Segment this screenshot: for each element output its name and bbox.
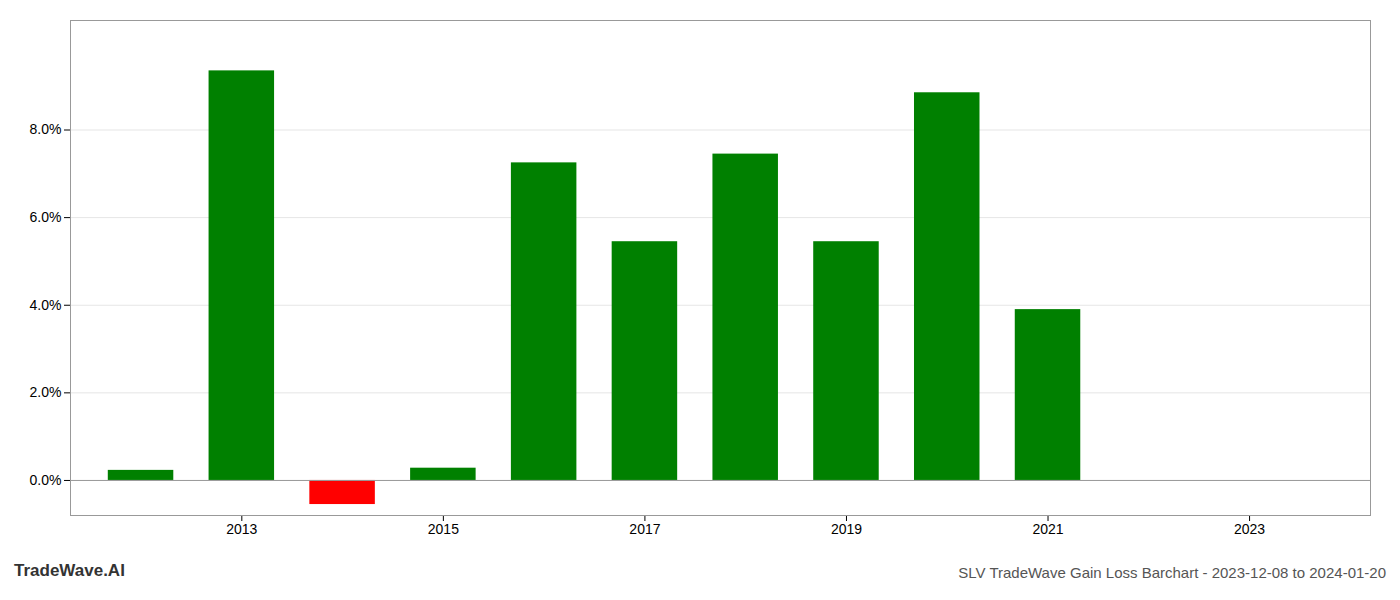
svg-text:2017: 2017 xyxy=(629,521,660,537)
html-text:SLV TradeWave Gain Loss Barcha: SLV TradeWave Gain Loss Barchart - 2023-… xyxy=(958,564,1386,581)
svg-text:2021: 2021 xyxy=(1032,521,1063,537)
svg-text:2013: 2013 xyxy=(226,521,257,537)
svg-text:6.0%: 6.0% xyxy=(30,209,62,225)
svg-text:4.0%: 4.0% xyxy=(30,297,62,313)
svg-text:8.0%: 8.0% xyxy=(30,121,62,137)
svg-text:2.0%: 2.0% xyxy=(30,384,62,400)
html-text:TradeWave.AI: TradeWave.AI xyxy=(14,561,125,580)
svg-text:0.0%: 0.0% xyxy=(30,472,62,488)
svg-text:2015: 2015 xyxy=(428,521,459,537)
svg-text:2019: 2019 xyxy=(831,521,862,537)
svg-text:2023: 2023 xyxy=(1234,521,1265,537)
